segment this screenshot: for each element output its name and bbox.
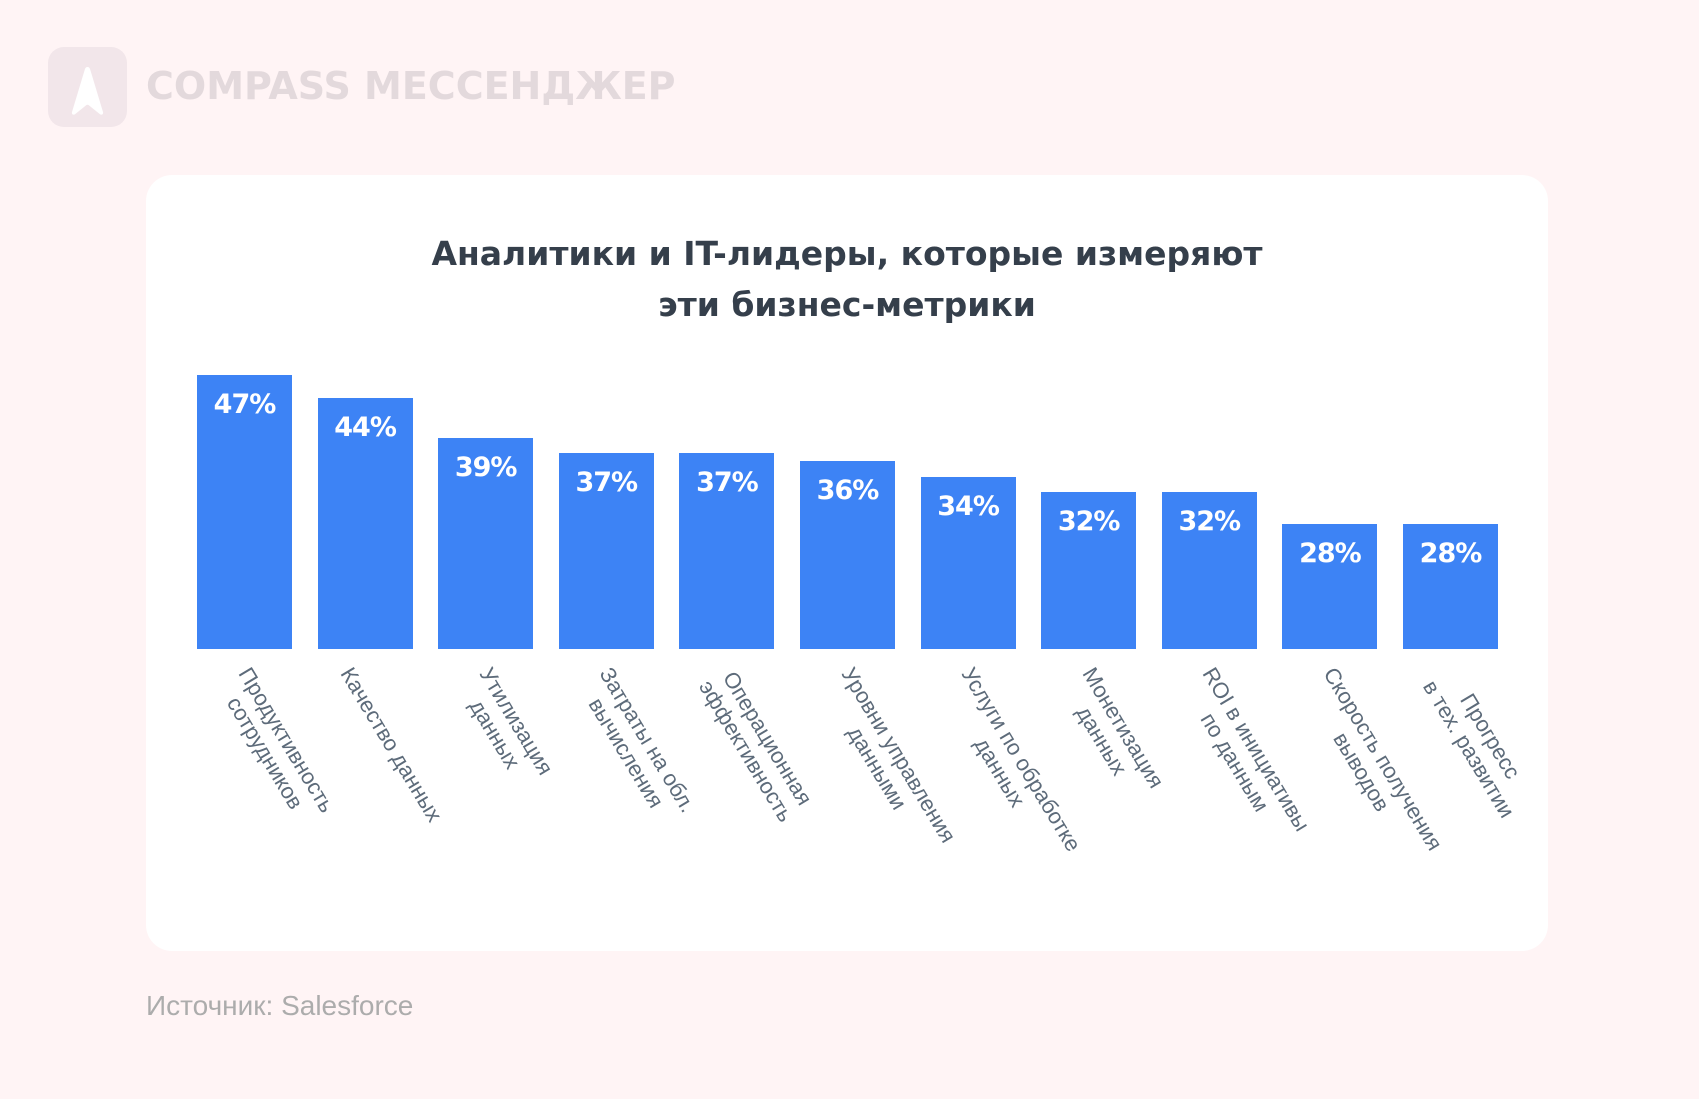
chart-title: Аналитики и IT-лидеры, которые измеряют …: [146, 228, 1548, 330]
bar: 37%: [679, 453, 775, 649]
bar-value-label: 34%: [937, 490, 1000, 522]
bar: 44%: [317, 398, 413, 649]
bar: 28%: [1282, 523, 1378, 649]
brand-logo: [48, 47, 127, 127]
bar-value-label: 32%: [1057, 506, 1121, 538]
bar: 47%: [197, 375, 292, 649]
bar-value-label: 28%: [1419, 537, 1483, 569]
bar: 37%: [558, 453, 654, 649]
bar-value-label: 32%: [1178, 506, 1241, 538]
chart-title-line-1: Аналитики и IT-лидеры, которые измеряют: [431, 234, 1263, 273]
bar-value-label: 44%: [334, 412, 397, 444]
brand-name: COMPASS МЕССЕНДЖЕР: [146, 64, 676, 108]
bar: 36%: [800, 461, 895, 649]
source-note: Источник: Salesforce: [146, 990, 414, 1021]
bar-value-label: 36%: [816, 475, 880, 507]
bar-value-label: 39%: [454, 451, 518, 483]
bar: 34%: [920, 476, 1016, 649]
bar-value-label: 37%: [696, 467, 759, 499]
bar: 28%: [1403, 523, 1498, 649]
compass-arrow-icon: [71, 67, 104, 115]
bar-value-label: 37%: [575, 467, 638, 499]
bar: 39%: [438, 437, 534, 649]
bar-value-label: 47%: [213, 389, 277, 420]
bar: 32%: [1041, 492, 1137, 649]
bar-value-label: 28%: [1299, 537, 1362, 569]
chart-title-line-2: эти бизнес-метрики: [658, 285, 1036, 324]
bar: 32%: [1161, 492, 1257, 649]
